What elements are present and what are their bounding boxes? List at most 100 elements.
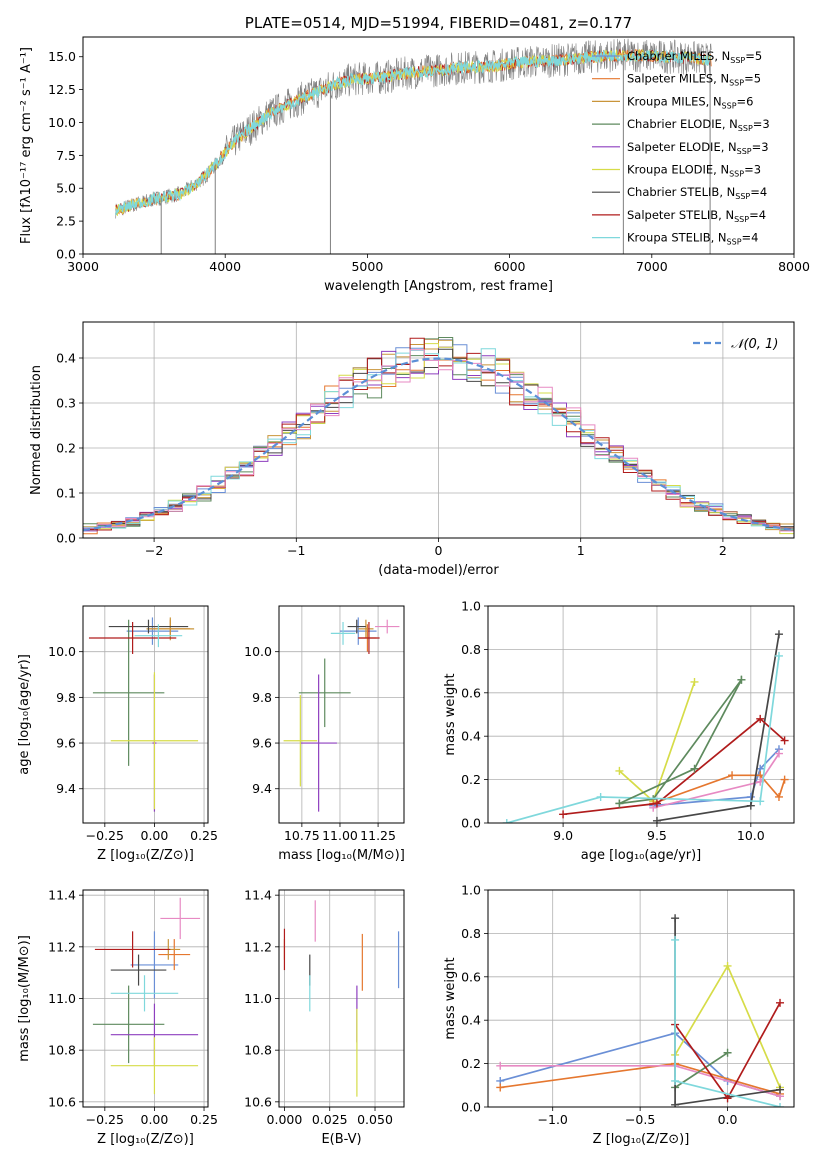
massweight-vs-age-series xyxy=(502,630,789,823)
y-tick-label: 10.8 xyxy=(244,1043,272,1058)
series-point xyxy=(723,961,732,970)
x-tick-label: 0.00 xyxy=(141,828,169,843)
y-tick-label: 0.0 xyxy=(56,531,76,546)
y-tick-label: 11.4 xyxy=(48,888,76,903)
y-tick-label: 15.0 xyxy=(48,49,76,64)
series-line xyxy=(506,655,780,823)
y-tick-label: 2.5 xyxy=(56,214,76,229)
x-tick-label: −0.25 xyxy=(86,828,124,843)
series-point xyxy=(746,801,755,810)
y-tick-label: 1.0 xyxy=(461,883,481,898)
x-axis-label: Z [log₁₀(Z/Z⊙)] xyxy=(97,848,194,863)
legend-entry: 𝒩(0, 1) xyxy=(731,337,778,352)
x-tick-label: 0 xyxy=(435,543,443,558)
legend-entry: Salpeter ELODIE, NSSP=3 xyxy=(627,140,769,156)
x-tick-label: 0.025 xyxy=(312,1112,348,1127)
y-tick-label: 0.8 xyxy=(461,642,481,657)
spectrum-data-line xyxy=(115,38,712,219)
series-line xyxy=(563,717,786,816)
y-tick-label: 0.1 xyxy=(56,486,76,501)
y-tick-label: 9.6 xyxy=(56,736,76,751)
massweight-vs-Z-frame xyxy=(487,889,795,1108)
normal-curve xyxy=(83,357,794,532)
x-tick-label: 2 xyxy=(719,543,727,558)
y-tick-label: 0.2 xyxy=(56,441,76,456)
y-tick-label: 0.2 xyxy=(461,772,481,787)
x-axis-label: Z [log₁₀(Z/Z⊙)] xyxy=(593,1132,690,1147)
series-point xyxy=(723,1094,732,1103)
age-vs-Z-axes: −0.25 0.00 0.25 9.4 9.6 9.8 10.0 Z [log₁₀(Z/Z⊙)… xyxy=(17,606,218,863)
x-tick-label: 3000 xyxy=(67,259,99,274)
series-point xyxy=(671,914,680,923)
series-point xyxy=(776,1085,785,1094)
series-point xyxy=(776,998,785,1007)
x-axis-label: Z [log₁₀(Z/Z⊙)] xyxy=(97,1132,194,1147)
x-tick-label: 4000 xyxy=(209,259,241,274)
series-point xyxy=(690,764,699,773)
y-tick-label: 11.4 xyxy=(244,888,272,903)
x-tick-label: −1.0 xyxy=(538,1112,568,1127)
mass-vs-Z-errorbars xyxy=(92,897,201,1095)
series-point xyxy=(776,1103,785,1107)
y-tick-label: 10.8 xyxy=(48,1043,76,1058)
y-tick-label: 11.0 xyxy=(244,991,272,1006)
series-point xyxy=(559,810,568,819)
x-tick-label: 6000 xyxy=(494,259,526,274)
series-point xyxy=(780,775,789,784)
x-tick-label: 0.0 xyxy=(718,1112,738,1127)
y-tick-label: 9.4 xyxy=(56,781,76,796)
legend-entry: Salpeter STELIB, NSSP=4 xyxy=(627,208,766,224)
mass-vs-ebv-frame xyxy=(278,889,405,1108)
y-tick-label: 0.8 xyxy=(461,926,481,941)
spectrum-frame xyxy=(82,36,795,255)
series-point xyxy=(671,935,680,944)
age-vs-Z-errorbars xyxy=(88,617,199,812)
series-point xyxy=(615,766,624,775)
x-tick-label: −1 xyxy=(287,543,305,558)
mass-vs-ebv-errorbars xyxy=(283,900,400,1097)
y-axis-label: mass [log₁₀(M/M⊙)] xyxy=(17,935,32,1062)
x-axis-label: E(B-V) xyxy=(321,1132,361,1147)
legend-entry: Kroupa ELODIE, NSSP=3 xyxy=(627,163,761,179)
series-point xyxy=(596,792,605,801)
spectrum-axes: 3000 4000 5000 6000 7000 8000 0.0 2.5 5.0 7.5 10.0… xyxy=(19,47,810,294)
y-tick-label: 0.0 xyxy=(461,816,481,831)
y-tick-label: 9.8 xyxy=(252,690,272,705)
series-point xyxy=(652,799,661,808)
x-tick-label: 10.0 xyxy=(737,828,765,843)
series-point xyxy=(780,736,789,745)
age-vs-mass-axes: 10.75 11.00 11.25 9.4 9.6 9.8 10.0 mass [log₁₀(… xyxy=(244,606,405,863)
y-tick-label: 0.6 xyxy=(461,685,481,700)
age-vs-mass-errorbars xyxy=(283,617,400,812)
series-point xyxy=(496,1083,505,1092)
series-point xyxy=(502,819,511,823)
series-point xyxy=(671,1076,680,1085)
x-tick-label: 11.25 xyxy=(360,828,396,843)
x-axis-label: wavelength [Angstrom, rest frame] xyxy=(324,279,553,294)
y-tick-label: 0.6 xyxy=(461,969,481,984)
series-point xyxy=(746,792,755,801)
y-tick-label: 9.6 xyxy=(252,736,272,751)
y-tick-label: 10.6 xyxy=(48,1094,76,1109)
y-tick-label: 0.0 xyxy=(56,247,76,262)
model-line xyxy=(115,48,712,216)
y-axis-label: age [log₁₀(age/yr)] xyxy=(17,654,32,775)
massweight-vs-age-frame xyxy=(487,605,795,824)
age-vs-mass-frame xyxy=(278,605,405,824)
y-tick-label: 11.2 xyxy=(48,939,76,954)
x-tick-label: 7000 xyxy=(636,259,668,274)
x-tick-label: 0.050 xyxy=(357,1112,393,1127)
series-point xyxy=(723,1048,732,1057)
y-tick-label: 12.5 xyxy=(48,82,76,97)
x-axis-label: (data-model)/error xyxy=(378,563,499,578)
x-tick-label: 11.00 xyxy=(322,828,358,843)
legend-entry: Chabrier STELIB, NSSP=4 xyxy=(627,185,767,201)
massweight-vs-Z-series xyxy=(496,914,785,1107)
mass-vs-Z-axes: −0.25 0.00 0.25 10.6 10.8 11.0 11.2 11.4 Z [log₁… xyxy=(17,888,218,1147)
y-tick-label: 10.6 xyxy=(244,1094,272,1109)
y-axis-label: Flux [fλ10⁻¹⁷ erg cm⁻² s⁻¹ A⁻¹] xyxy=(19,47,34,244)
series-line xyxy=(674,1052,729,1089)
series-point xyxy=(737,675,746,684)
y-tick-label: 0.2 xyxy=(461,1056,481,1071)
